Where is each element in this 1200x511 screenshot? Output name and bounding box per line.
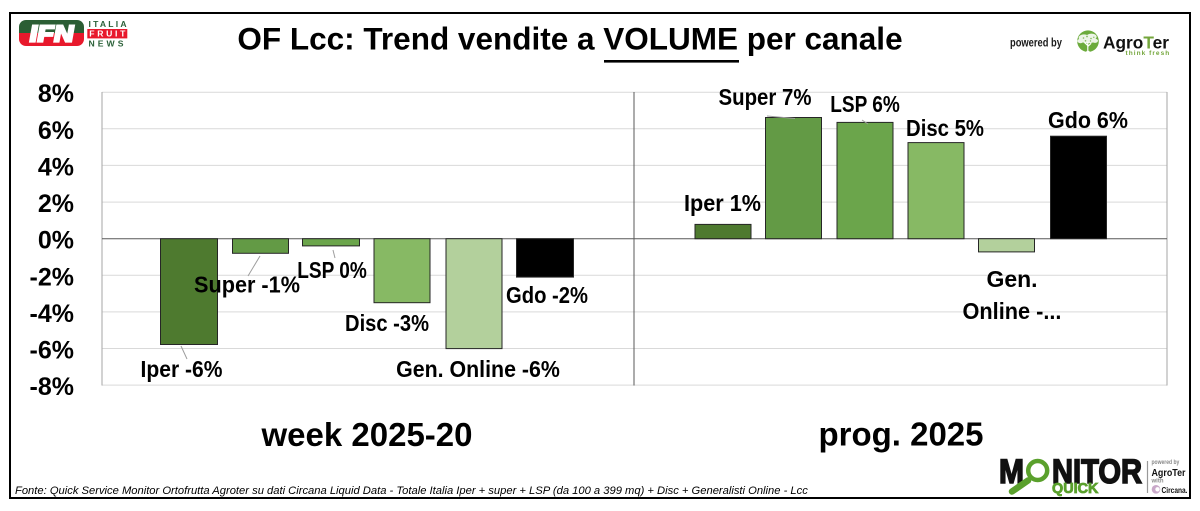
- svg-text:-8%: -8%: [30, 373, 74, 401]
- svg-text:ITALIA: ITALIA: [89, 19, 129, 29]
- svg-text:IFN: IFN: [29, 21, 75, 47]
- svg-text:Iper -6%: Iper -6%: [141, 356, 223, 382]
- svg-text:OF Lcc: Trend vendite a VOLUME: OF Lcc: Trend vendite a VOLUME per canal…: [237, 21, 902, 57]
- svg-text:8%: 8%: [38, 80, 74, 108]
- svg-text:Super 7%: Super 7%: [719, 84, 812, 110]
- svg-text:6%: 6%: [38, 117, 74, 145]
- svg-text:powered by: powered by: [1010, 38, 1062, 50]
- svg-text:AgroTer: AgroTer: [1103, 33, 1169, 53]
- svg-text:2%: 2%: [38, 190, 74, 218]
- svg-text:M: M: [999, 453, 1024, 491]
- svg-text:NITOR: NITOR: [1052, 453, 1142, 491]
- svg-text:-4%: -4%: [30, 300, 74, 328]
- svg-text:4%: 4%: [38, 153, 74, 181]
- svg-text:AgroTer: AgroTer: [1152, 467, 1186, 479]
- svg-text:Online -...: Online -...: [963, 298, 1062, 324]
- svg-text:LSP 6%: LSP 6%: [830, 92, 900, 117]
- svg-text:FRUIT: FRUIT: [89, 29, 128, 39]
- svg-text:0%: 0%: [38, 227, 74, 255]
- svg-text:Circana.: Circana.: [1162, 486, 1188, 495]
- svg-text:Gen.: Gen.: [986, 266, 1037, 292]
- svg-text:think fresh: think fresh: [1126, 50, 1171, 57]
- svg-text:powered by: powered by: [1152, 460, 1180, 467]
- svg-text:Iper 1%: Iper 1%: [684, 190, 761, 216]
- svg-text:NEWS: NEWS: [89, 39, 127, 49]
- svg-text:QUICK: QUICK: [1052, 481, 1099, 497]
- svg-text:LSP 0%: LSP 0%: [297, 258, 367, 283]
- svg-text:week 2025-20: week 2025-20: [260, 416, 472, 453]
- svg-text:-2%: -2%: [30, 263, 74, 291]
- svg-text:Disc 5%: Disc 5%: [906, 115, 984, 141]
- svg-text:prog. 2025: prog. 2025: [818, 416, 983, 453]
- svg-text:Gen. Online -6%: Gen. Online -6%: [396, 356, 560, 382]
- svg-text:Fonte: Quick Service Monitor O: Fonte: Quick Service Monitor Ortofrutta …: [15, 485, 808, 497]
- svg-text:with: with: [1151, 479, 1164, 485]
- svg-text:Gdo -2%: Gdo -2%: [506, 282, 588, 309]
- svg-text:Disc -3%: Disc -3%: [345, 310, 429, 337]
- svg-text:Super -1%: Super -1%: [194, 272, 300, 298]
- svg-text:Gdo 6%: Gdo 6%: [1048, 107, 1128, 133]
- svg-text:-6%: -6%: [30, 337, 74, 365]
